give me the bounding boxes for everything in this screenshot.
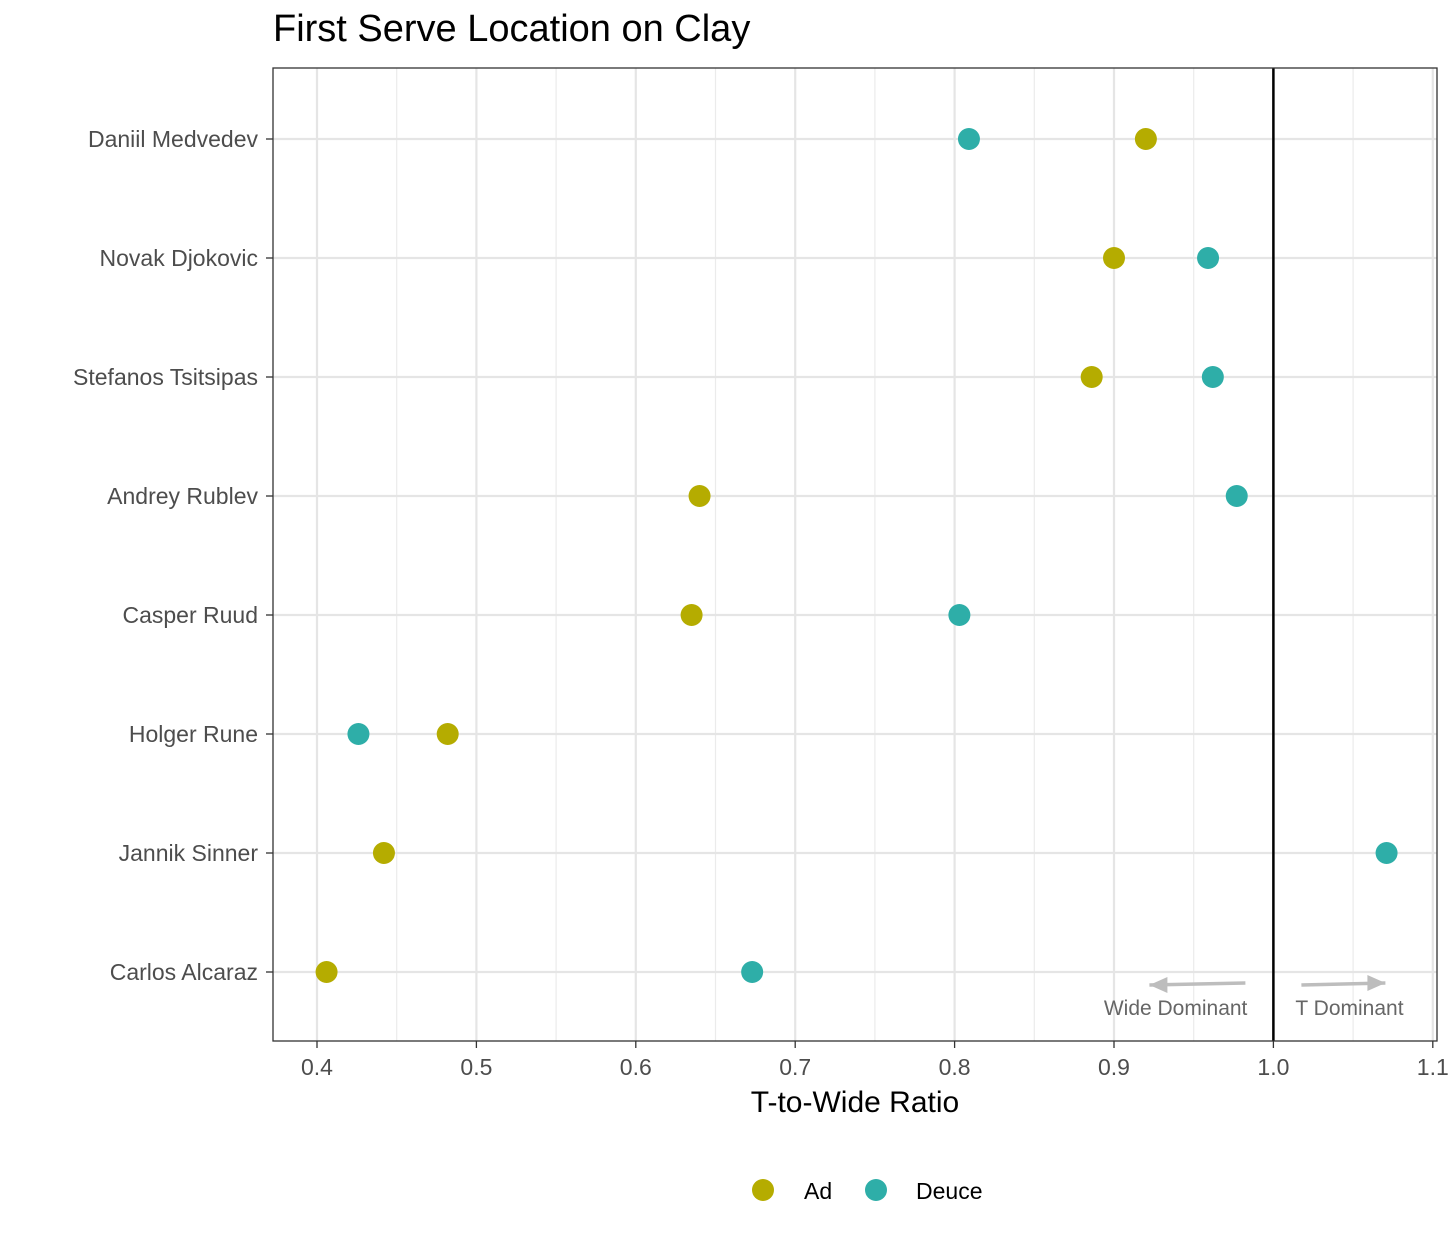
y-tick-label: Stefanos Tsitsipas — [73, 364, 258, 390]
legend: Ad Deuce — [752, 1178, 982, 1204]
point-deuce — [948, 604, 971, 626]
annotation-layer: Wide Dominant T Dominant — [1104, 975, 1404, 1020]
point-deuce — [957, 128, 980, 150]
point-ad — [680, 604, 703, 626]
y-tick-label: Carlos Alcaraz — [110, 959, 258, 985]
arrow-right — [1301, 975, 1386, 991]
point-ad — [436, 723, 459, 745]
axis-layer: 0.4 0.5 0.6 0.7 0.8 0.9 1.0 1.1 Daniil Medvedev N… — [73, 126, 1449, 1080]
point-ad — [1080, 366, 1103, 388]
point-ad — [1134, 128, 1157, 150]
legend-label-ad: Ad — [804, 1178, 832, 1204]
legend-label-deuce: Deuce — [916, 1178, 982, 1204]
y-tick-label: Daniil Medvedev — [88, 126, 259, 152]
point-ad — [315, 961, 338, 983]
annotation-t-dominant: T Dominant — [1295, 997, 1403, 1020]
chart-title: First Serve Location on Clay — [273, 8, 751, 50]
x-tick-label: 1.0 — [1257, 1054, 1289, 1080]
plot-panel-border — [272, 67, 1438, 1042]
arrow-left — [1149, 977, 1246, 993]
x-tick-label: 1.1 — [1417, 1054, 1449, 1080]
x-tick-label: 0.9 — [1098, 1054, 1130, 1080]
x-tick-label: 0.6 — [620, 1054, 652, 1080]
y-tick-label: Holger Rune — [129, 721, 258, 747]
x-tick-label: 0.5 — [460, 1054, 492, 1080]
y-tick-label: Novak Djokovic — [100, 245, 259, 271]
grid-layer — [273, 68, 1437, 1041]
x-tick-label: 0.8 — [939, 1054, 971, 1080]
x-tick-label: 0.4 — [301, 1054, 333, 1080]
point-deuce — [1201, 366, 1224, 388]
x-tick-label: 0.7 — [779, 1054, 811, 1080]
legend-key-deuce — [865, 1179, 887, 1201]
y-tick-label: Casper Ruud — [122, 602, 258, 628]
point-ad — [1103, 247, 1125, 269]
annotation-wide-dominant: Wide Dominant — [1104, 997, 1248, 1020]
y-tick-label: Jannik Sinner — [119, 840, 259, 866]
points-layer — [315, 128, 1398, 983]
y-tick-label: Andrey Rublev — [107, 483, 258, 509]
legend-key-ad — [752, 1179, 774, 1201]
point-deuce — [1375, 842, 1398, 864]
point-deuce — [1225, 485, 1248, 507]
point-deuce — [347, 723, 370, 745]
point-deuce — [1197, 247, 1220, 269]
point-ad — [372, 842, 395, 864]
point-deuce — [741, 961, 764, 983]
x-axis-title: T-to-Wide Ratio — [751, 1086, 959, 1119]
point-ad — [688, 485, 711, 507]
